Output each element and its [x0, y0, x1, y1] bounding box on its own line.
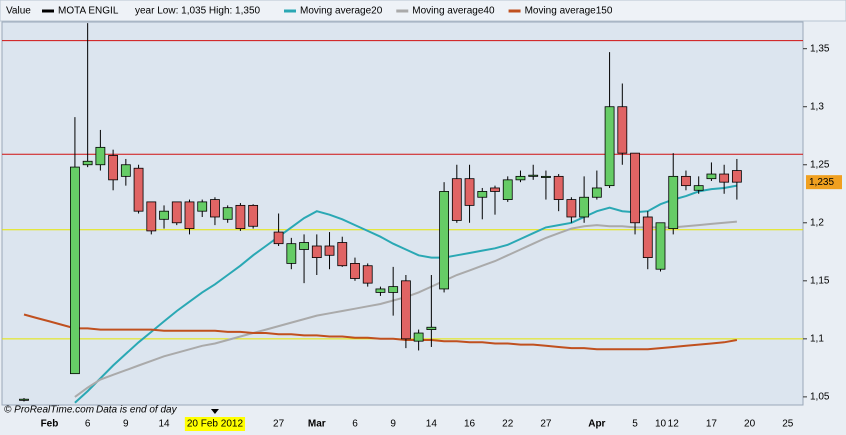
candle-body — [579, 196, 590, 218]
candle-body — [362, 265, 373, 284]
moving-average-line — [23, 313, 738, 351]
x-tick-label: 27 — [540, 419, 552, 430]
candle-body — [350, 263, 360, 279]
y-tick-label: 1,3 — [810, 101, 824, 112]
candle-body — [591, 187, 602, 198]
candle-body — [159, 210, 169, 220]
candle-body — [19, 398, 29, 401]
moving-average-line — [74, 184, 738, 404]
candle-body — [719, 173, 730, 183]
x-tick-label: 17 — [706, 419, 718, 430]
candle-body — [426, 326, 437, 330]
y-tick-label: 1,25 — [810, 159, 830, 170]
candle-body — [566, 199, 577, 218]
candle-body — [184, 201, 195, 229]
plot-area — [1, 21, 804, 406]
candle-body — [630, 152, 640, 224]
candle-body — [464, 178, 475, 206]
legend-label: Moving average40 — [412, 6, 495, 17]
candle-body — [120, 164, 131, 177]
candle-body — [477, 191, 488, 198]
x-tick-label: 9 — [390, 419, 396, 430]
candle-body — [502, 179, 513, 200]
candle-body — [299, 242, 309, 250]
x-tick-label: 5 — [632, 419, 638, 430]
candle-body — [388, 286, 399, 293]
candle-body — [681, 175, 691, 187]
x-tick-label: 14 — [426, 419, 438, 430]
x-tick-label: Feb — [41, 419, 59, 430]
subtitle: year Low: 1,035 High: 1,350 — [135, 6, 261, 17]
x-tick-label: Mar — [308, 419, 326, 430]
y-tick-label: 1,15 — [810, 275, 830, 286]
y-tick-label: 1,05 — [810, 392, 830, 403]
candle-body — [197, 201, 208, 212]
x-tick-label: 20 — [744, 419, 756, 430]
candle-body — [451, 178, 462, 221]
last-price-label: 1,235 — [809, 177, 834, 188]
candle-body — [171, 201, 182, 224]
x-tick-label: 9 — [123, 419, 129, 430]
candle-body — [146, 201, 157, 232]
x-tick-label: 25 — [782, 419, 794, 430]
y-tick-label: 1,1 — [810, 333, 824, 344]
cursor-marker — [210, 409, 219, 414]
x-tick-label: 16 — [464, 419, 476, 430]
candle-body — [235, 204, 246, 229]
candle-body — [490, 187, 500, 192]
candle-body — [731, 170, 742, 183]
candle-body — [210, 199, 220, 218]
cursor-label-bg — [184, 417, 246, 431]
candle-body — [375, 288, 386, 293]
candle-body — [617, 106, 628, 154]
x-tick-label: 14 — [158, 419, 170, 430]
x-tick-label: 22 — [502, 419, 514, 430]
candle-body — [222, 207, 233, 220]
candle-body — [604, 106, 615, 187]
candle-body — [439, 191, 449, 290]
header-bar — [0, 0, 846, 22]
candle-body — [95, 146, 106, 166]
x-tick-label: 6 — [352, 419, 358, 430]
candle-body — [273, 231, 284, 245]
legend-label: MOTA ENGIL — [58, 6, 119, 17]
y-tick-label: 1,2 — [810, 217, 824, 228]
candle-body — [82, 160, 93, 166]
x-tick-label: 12 — [668, 419, 680, 430]
x-tick-label: 10 — [655, 419, 667, 430]
y-tick-label: 1,35 — [810, 43, 830, 54]
candle-body — [133, 167, 144, 212]
footer-note: Data is end of day — [96, 405, 178, 416]
x-tick-label: 27 — [273, 419, 285, 430]
cursor-label: 20 Feb 2012 — [187, 419, 244, 430]
candle-body — [668, 175, 679, 229]
candle-body — [655, 222, 666, 270]
candle-body — [324, 245, 335, 256]
chart-title: Value — [6, 6, 31, 17]
candle-body — [400, 280, 411, 340]
candle-body — [553, 175, 564, 200]
candle-body — [108, 155, 119, 181]
candle-body — [70, 166, 80, 375]
candle-body — [541, 175, 551, 178]
legend-label: Moving average150 — [525, 6, 613, 17]
legend-label: Moving average20 — [300, 6, 383, 17]
candle-body — [515, 175, 526, 181]
candle-body — [286, 243, 297, 264]
candle-body — [413, 332, 424, 342]
candle-body — [337, 242, 348, 267]
candle-body — [248, 204, 259, 227]
candle-body — [528, 174, 539, 177]
candle-body — [642, 216, 653, 259]
candle-body — [311, 245, 322, 259]
x-tick-label: 6 — [85, 419, 91, 430]
candle-body — [693, 185, 704, 191]
candle-body — [706, 173, 717, 180]
footer: © ProRealTime.com — [4, 405, 94, 416]
x-tick-label: Apr — [588, 419, 605, 430]
last-price-box — [806, 175, 842, 190]
